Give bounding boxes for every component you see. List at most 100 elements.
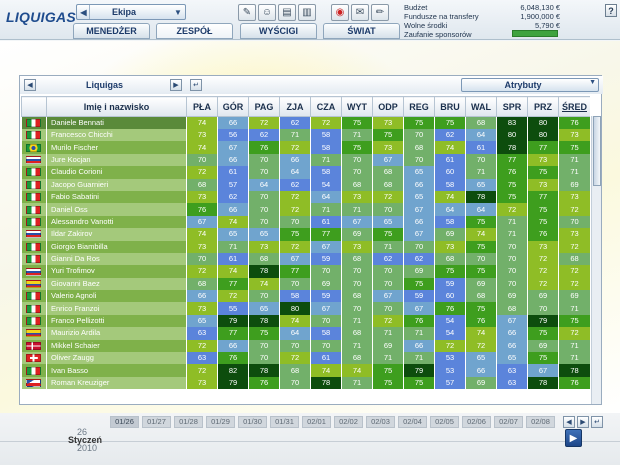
- tab-manager[interactable]: MENEDŻER: [73, 23, 150, 39]
- table-row[interactable]: Daniel Oss 76 66 70 72 71 71 70 67 64 64 72 75 72: [21, 203, 590, 216]
- table-row[interactable]: Roman Kreuziger 73 79 76 70 78 71 75 75 57 69 63 78 7…: [21, 376, 590, 390]
- column-header-prz[interactable]: PRZ: [527, 96, 559, 117]
- pencil-icon[interactable]: ✏: [371, 4, 389, 21]
- table-row[interactable]: Alessandro Vanotti 67 74 70 70 61 67 65 66 58 75 71…: [21, 215, 590, 229]
- team-select[interactable]: ◀ Ekipa ▼: [76, 4, 186, 20]
- date-cell[interactable]: 02/02: [334, 416, 363, 428]
- column-header-odp[interactable]: ODP: [372, 96, 404, 117]
- table-row[interactable]: Jacopo Guarnieri 68 57 64 62 54 68 68 66 58 65 75 73…: [21, 178, 590, 191]
- table-row[interactable]: Francesco Chicchi 73 56 62 71 58 71 75 70 62 64 80 8…: [21, 129, 590, 142]
- rider-name[interactable]: Gianni Da Ros: [46, 252, 187, 266]
- column-header-wyt[interactable]: WYT: [341, 96, 373, 117]
- date-cell[interactable]: 02/07: [494, 416, 523, 428]
- table-row[interactable]: Oliver Zaugg 63 76 70 72 61 68 71 71 53 65 65 75 71: [21, 352, 590, 365]
- rider-name[interactable]: Enrico Franzoi: [46, 302, 187, 315]
- stat-cell: 75: [527, 352, 559, 365]
- date-cell[interactable]: 01/26: [110, 416, 139, 428]
- notepad-icon[interactable]: ✎: [238, 4, 256, 21]
- column-header-gór[interactable]: GÓR: [217, 96, 249, 117]
- table-row[interactable]: Enrico Franzoi 73 55 65 80 67 70 70 67 76 75 68 70 71: [21, 302, 590, 315]
- table-row[interactable]: Murilo Fischer 74 67 76 72 58 75 73 68 74 61 78 77 75: [21, 141, 590, 154]
- date-cell[interactable]: 02/04: [398, 416, 427, 428]
- column-header-name[interactable]: Imię i nazwisko: [46, 96, 187, 117]
- date-cell[interactable]: 02/06: [462, 416, 491, 428]
- rider-name[interactable]: Giorgio Biambilla: [46, 240, 187, 253]
- rider-name[interactable]: Murilo Fischer: [46, 141, 187, 154]
- rider-name[interactable]: Franco Pellizotti: [46, 314, 187, 328]
- clipboard-icon[interactable]: ▥: [298, 4, 316, 21]
- column-header-zja[interactable]: ZJA: [279, 96, 311, 117]
- column-header-pag[interactable]: PAG: [248, 96, 280, 117]
- help-button[interactable]: ?: [605, 4, 617, 17]
- table-row[interactable]: Ildar Zakirov 74 65 65 75 77 69 75 67 69 74 71 76 73: [21, 228, 590, 241]
- rider-name[interactable]: Daniele Bennati: [46, 116, 187, 129]
- continue-button[interactable]: ▶: [565, 429, 582, 447]
- column-header-pła[interactable]: PŁA: [186, 96, 218, 117]
- rider-name[interactable]: Oliver Zaugg: [46, 352, 187, 365]
- date-cell[interactable]: 01/30: [238, 416, 267, 428]
- rider-name[interactable]: Roman Kreuziger: [46, 376, 187, 390]
- attributes-select[interactable]: Atrybuty ▼: [461, 78, 599, 92]
- date-cell[interactable]: 01/31: [270, 416, 299, 428]
- scroll-thumb[interactable]: [593, 116, 601, 186]
- rider-name[interactable]: Ildar Zakirov: [46, 228, 187, 241]
- column-header-wal[interactable]: WAL: [465, 96, 497, 117]
- rider-name[interactable]: Jure Kocjan: [46, 153, 187, 167]
- rider-name[interactable]: Francesco Chicchi: [46, 129, 187, 142]
- table-row[interactable]: Gianni Da Ros 70 61 68 67 59 68 62 62 68 70 70 72 68: [21, 252, 590, 266]
- rider-name[interactable]: Mikkel Schaier: [46, 339, 187, 353]
- team-prev-icon[interactable]: ◀: [24, 79, 36, 91]
- table-row[interactable]: Franco Pellizotti 65 79 78 74 70 71 72 76 54 76 67 7…: [21, 314, 590, 328]
- date-cell[interactable]: 02/01: [302, 416, 331, 428]
- team-next-icon[interactable]: ▶: [170, 79, 182, 91]
- arrow-left-icon[interactable]: ◀: [78, 5, 90, 19]
- column-header-bru[interactable]: BRU: [434, 96, 466, 117]
- tab-races[interactable]: WYŚCIGI: [240, 23, 317, 39]
- date-cell[interactable]: 01/27: [142, 416, 171, 428]
- date-cell[interactable]: 02/03: [366, 416, 395, 428]
- person-icon[interactable]: ☺: [258, 4, 276, 21]
- table-row[interactable]: Claudio Corioni 72 61 70 64 58 70 68 65 60 71 76 75 7…: [21, 166, 590, 179]
- rider-name[interactable]: Valerio Agnoli: [46, 290, 187, 303]
- tab-world[interactable]: ŚWIAT: [323, 23, 400, 39]
- rider-name[interactable]: Yuri Trofimov: [46, 265, 187, 278]
- column-header-śred[interactable]: ŚRED: [558, 96, 590, 117]
- stamp-icon[interactable]: ✉: [351, 4, 369, 21]
- rider-name[interactable]: Fabio Sabatini: [46, 190, 187, 204]
- rider-name[interactable]: Ivan Basso: [46, 364, 187, 377]
- table-row[interactable]: Daniele Bennati 74 66 72 62 72 75 73 75 75 68 83 80 7…: [21, 116, 590, 129]
- table-row[interactable]: Valerio Agnoli 66 72 70 58 59 68 67 59 60 68 69 69 69: [21, 290, 590, 303]
- chevron-down-icon[interactable]: ▼: [174, 7, 182, 17]
- return-icon[interactable]: ↵: [190, 79, 202, 91]
- date-cell[interactable]: 01/28: [174, 416, 203, 428]
- table-row[interactable]: Jure Kocjan 70 66 70 66 71 70 67 70 61 70 77 73 71: [21, 153, 590, 167]
- tab-team[interactable]: ZESPÓŁ: [156, 23, 233, 39]
- chevron-down-icon[interactable]: ▼: [589, 79, 596, 86]
- date-cell[interactable]: 02/05: [430, 416, 459, 428]
- date-cell[interactable]: 01/29: [206, 416, 235, 428]
- table-row[interactable]: Mikkel Schaier 72 66 70 70 70 71 69 66 72 72 66 69 71: [21, 339, 590, 353]
- table-row[interactable]: Giovanni Baez 68 77 74 70 69 70 70 75 59 69 70 72 72: [21, 277, 590, 291]
- table-row[interactable]: Maurizio Ardila 63 77 75 64 58 68 71 71 54 74 66 75 7…: [21, 327, 590, 340]
- table-row[interactable]: Yuri Trofimov 72 74 78 77 70 70 70 69 75 75 70 72 72: [21, 265, 590, 278]
- table-row[interactable]: Ivan Basso 72 82 78 68 74 74 75 79 53 66 63 67 78: [21, 364, 590, 377]
- date-next-icon[interactable]: ▶: [577, 416, 589, 428]
- rider-name[interactable]: Giovanni Baez: [46, 277, 187, 291]
- cards-icon[interactable]: ▤: [278, 4, 296, 21]
- return-icon[interactable]: ↵: [591, 416, 603, 428]
- column-header-reg[interactable]: REG: [403, 96, 435, 117]
- rider-name[interactable]: Daniel Oss: [46, 203, 187, 216]
- table-row[interactable]: Giorgio Biambilla 73 71 73 72 67 73 71 70 73 75 70 7…: [21, 240, 590, 253]
- roster-scrollbar[interactable]: [591, 116, 601, 404]
- column-header-cza[interactable]: CZA: [310, 96, 342, 117]
- date-prev-icon[interactable]: ◀: [563, 416, 575, 428]
- rider-name[interactable]: Alessandro Vanotti: [46, 215, 187, 229]
- rider-name[interactable]: Jacopo Guarnieri: [46, 178, 187, 191]
- column-header-spr[interactable]: SPR: [496, 96, 528, 117]
- rider-name[interactable]: Maurizio Ardila: [46, 327, 187, 340]
- rider-name[interactable]: Claudio Corioni: [46, 166, 187, 179]
- table-row[interactable]: Fabio Sabatini 73 62 70 72 64 73 72 65 74 78 75 77 73: [21, 190, 590, 204]
- stat-cell: 74: [310, 364, 342, 377]
- date-cell[interactable]: 02/08: [526, 416, 555, 428]
- alert-icon[interactable]: ◉: [331, 4, 349, 21]
